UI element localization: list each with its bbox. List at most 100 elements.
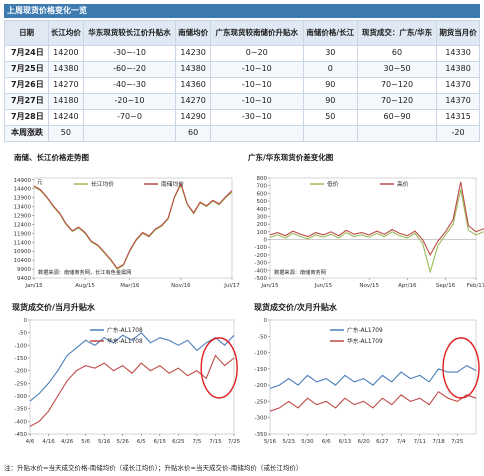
x-tick-label: Nov/15 [359, 283, 379, 289]
y-tick-label: 11400 [14, 240, 32, 246]
x-tick-label: 6/20 [357, 439, 370, 445]
x-tick-label: 7/4 [397, 439, 406, 445]
chart-title-spread: 广东/华东现货价差变化图 [248, 153, 334, 162]
x-tick-label: 6/15 [154, 439, 167, 445]
series-line [269, 189, 484, 274]
table-cell: 30 [302, 45, 358, 62]
highlight-circle [442, 337, 480, 399]
x-tick-label: Apr/16 [398, 283, 417, 289]
y-tick-label: 12400 [14, 222, 32, 228]
y-tick-label: 13900 [14, 196, 32, 202]
table-cell: 70~120 [356, 77, 438, 94]
x-tick-label: Jan/15 [260, 283, 279, 289]
col-futures: 期货当月价 [436, 20, 480, 46]
table-cell: 50 [302, 109, 358, 126]
x-tick-label: 7/25 [228, 439, 241, 445]
table-cell: 14180 [48, 93, 84, 110]
table-cell: 50 [48, 125, 84, 142]
x-tick-label: 7/25 [451, 439, 464, 445]
y-tick-label: -350 [15, 407, 28, 413]
y-tick-label: -350 [255, 432, 268, 438]
x-tick-label: Nov/16 [171, 283, 191, 289]
x-tick-label: 7/5 [192, 439, 201, 445]
table-cell: 14230 [175, 45, 211, 62]
price-table: 日期 长江均价 华东现货较长江价升贴水 南储均价 广东现货较南储价升贴水 南储价… [3, 20, 480, 142]
table-cell: 14200 [48, 45, 84, 62]
x-tick-label: 7/15 [209, 439, 222, 445]
x-tick-label: 4/6 [26, 439, 35, 445]
table-row: 7月25日 14380 -60~-20 14380 -10~10 0 30~50 14380 [3, 61, 480, 78]
y-tick-label: 0 [24, 318, 28, 324]
price-trend-chart: 9400 9900 10400 10900 11400 11900 12400 12900 13… [14, 177, 240, 289]
series-line [29, 331, 235, 402]
y-tick-label: -300 [255, 261, 268, 267]
table-row: 7月28日 14240 -70~0 14290 -30~10 50 60~90 14315 [3, 109, 480, 126]
col-huadong-premium: 华东现货较长江价升贴水 [82, 20, 177, 46]
table-row: 7月27日 14180 -20~10 14270 -10~10 90 70~120 14370 [3, 93, 480, 110]
chart-title-next-month: 现货成交价/次月升贴水 [254, 303, 337, 312]
table-cell: 0~20 [209, 45, 304, 62]
col-changjiang: 长江均价 [48, 20, 84, 46]
table-cell: 0 [302, 61, 358, 78]
y-tick-label: -200 [255, 253, 268, 259]
table-cell [302, 125, 358, 142]
y-tick-label: 100 [257, 230, 268, 236]
table-cell [82, 125, 177, 142]
table-cell: 90 [302, 77, 358, 94]
current-month-premium-chart: -450 -400 -350 -300 -250 -200 -150 -100 -50 0 4/6 4… [15, 318, 241, 445]
plot-frame [33, 177, 233, 279]
col-date: 日期 [3, 20, 50, 46]
table-cell: 60 [175, 125, 211, 142]
y-tick-label: -200 [15, 369, 28, 375]
table-cell: 14360 [175, 77, 211, 94]
y-tick-label: -100 [255, 245, 268, 251]
source-label: 数据来源：南储商务网，长江有色金属网 [38, 268, 131, 276]
table-cell: -20 [436, 125, 480, 142]
y-tick-label: -50 [18, 331, 27, 337]
table-cell: -30~-10 [82, 45, 177, 62]
plot-frame [269, 177, 477, 279]
y-tick-label: -300 [255, 416, 268, 422]
x-tick-label: 6/25 [172, 439, 185, 445]
x-tick-label: 6/13 [339, 439, 352, 445]
x-tick-label: Sep/16 [436, 283, 456, 289]
table-cell: 14270 [48, 77, 84, 94]
y-tick-label: 0 [264, 318, 268, 324]
table-cell: 30~50 [356, 61, 438, 78]
table-cell: 7月27日 [3, 93, 50, 110]
table-cell: -10~10 [209, 77, 304, 94]
table-cell: 7月25日 [3, 61, 50, 78]
x-tick-label: Feb/17 [467, 283, 484, 289]
table-cell: 7月24日 [3, 45, 50, 62]
source-label: 数据来源：南储商务网 [274, 268, 326, 276]
x-tick-label: 6/6 [322, 439, 331, 445]
legend-label: 华东-AL1709 [347, 337, 383, 345]
table-cell: -40~-30 [82, 77, 177, 94]
x-tick-label: 7/18 [432, 439, 445, 445]
y-tick-label: 13400 [14, 205, 32, 211]
y-tick-label: -100 [15, 343, 28, 349]
y-tick-label: 400 [257, 207, 268, 213]
plot-frame [269, 319, 477, 435]
series-line [29, 354, 235, 427]
y-tick-label: 0 [264, 238, 268, 244]
y-tick-label: -200 [255, 383, 268, 389]
table-cell: 14315 [436, 109, 480, 126]
table-cell: 14270 [175, 93, 211, 110]
footnote: 注：升贴水价=当天成交价格-南储均价（或长江均价）；升贴水价=当天成交价-南储均… [4, 464, 303, 472]
plot-frame [29, 319, 235, 435]
y-tick-label: 10400 [14, 258, 32, 264]
x-tick-label: Jan/15 [24, 283, 43, 289]
series-line [269, 390, 477, 412]
legend-label: 广东-AL1708 [107, 326, 143, 334]
y-tick-label: 14400 [14, 187, 32, 193]
y-tick-label: -450 [15, 432, 28, 438]
table-cell: 14240 [48, 109, 84, 126]
table-cell: -10~10 [209, 93, 304, 110]
y-tick-label: 200 [257, 222, 268, 228]
legend-label: 华东-AL1708 [107, 337, 143, 345]
table-cell [356, 125, 438, 142]
table-row: 7月26日 14270 -40~-30 14360 -10~10 90 70~120 1437… [3, 77, 480, 94]
y-tick-label: -500 [255, 276, 268, 282]
